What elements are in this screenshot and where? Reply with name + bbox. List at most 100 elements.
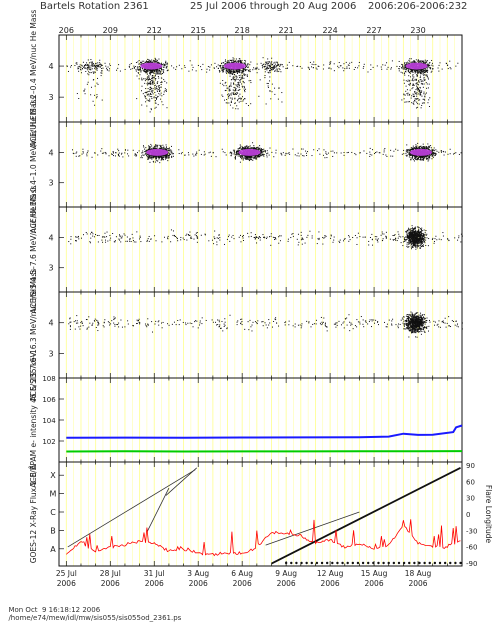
scatter-point [234,87,235,88]
scatter-point [240,82,241,83]
scatter-point [159,162,160,163]
scatter-point [84,89,85,90]
scatter-point [161,63,162,64]
scatter-point [247,147,248,148]
scatter-point [424,100,425,101]
scatter-point [252,160,253,161]
scatter-point [230,84,231,85]
scatter-point [426,62,427,63]
scatter-point [166,107,167,108]
scatter-point [246,65,247,66]
scatter-point [176,66,177,67]
scatter-point [238,61,239,62]
scatter-point [238,108,239,109]
scatter-point [97,68,98,69]
scatter-point [166,89,167,90]
scatter-point [145,71,146,72]
scatter-point [106,68,107,69]
scatter-point [221,68,222,69]
scatter-point [261,148,262,149]
scatter-point [428,159,429,160]
scatter-point [236,153,237,154]
scatter-point [245,61,246,62]
scatter-point [369,156,370,157]
scatter-point [163,72,164,73]
scatter-point [256,159,257,160]
scatter-point [134,67,135,68]
scatter-point [369,152,370,153]
scatter-point [238,79,239,80]
scatter-point [413,94,414,95]
scatter-point [88,65,89,66]
scatter-point [238,99,239,100]
scatter-point [266,69,267,70]
scatter-point [430,68,431,69]
scatter-point [145,88,146,89]
scatter-point [260,79,261,80]
scatter-point [223,151,224,152]
scatter-point [96,97,97,98]
scatter-point [68,71,69,72]
scatter-point [192,69,193,70]
scatter-point [155,144,156,145]
scatter-point [156,88,157,89]
scatter-point [239,80,240,81]
scatter-point [206,72,207,73]
scatter-point [432,63,433,64]
scatter-point [421,90,422,91]
scatter-point [241,72,242,73]
scatter-point [412,80,413,81]
scatter-point [166,91,167,92]
scatter-point [225,68,226,69]
scatter-point [344,155,345,156]
scatter-point [87,152,88,153]
scatter-point [148,80,149,81]
scatter-point [156,103,157,104]
scatter-point [426,88,427,89]
scatter-point [334,152,335,153]
scatter-point [96,65,97,66]
scatter-point [151,145,152,146]
scatter-point [170,151,171,152]
scatter-point [319,148,320,149]
scatter-point [201,69,202,70]
scatter-point [222,149,223,150]
scatter-point [95,86,96,87]
scatter-point [417,71,418,72]
scatter-point [285,68,286,69]
scatter-point [154,70,155,71]
scatter-point [148,76,149,77]
scatter-point [131,63,132,64]
scatter-point [155,58,156,59]
scatter-point [235,80,236,81]
scatter-point [147,74,148,75]
scatter-point [406,62,407,63]
scatter-point [238,60,239,61]
scatter-point [404,83,405,84]
scatter-point [423,93,424,94]
doy-tick-label: 218 [235,26,250,35]
panel-frame [59,292,462,378]
scatter-point [447,65,448,66]
scatter-point [96,63,97,64]
scatter-point [427,77,428,78]
scatter-point [151,109,152,110]
scatter-point [152,81,153,82]
scatter-point [265,64,266,65]
scatter-point [167,70,168,71]
scatter-point [150,81,151,82]
scatter-point [100,64,101,65]
scatter-point [245,69,246,70]
scatter-point [165,65,166,66]
scatter-point [164,65,165,66]
scatter-point [410,76,411,77]
scatter-point [156,86,157,87]
scatter-point [150,61,151,62]
scatter-point [263,149,264,150]
scatter-point [247,159,248,160]
scatter-point [426,82,427,83]
scatter-point [239,87,240,88]
scatter-point [405,95,406,96]
scatter-point [116,152,117,153]
scatter-point [150,157,151,158]
